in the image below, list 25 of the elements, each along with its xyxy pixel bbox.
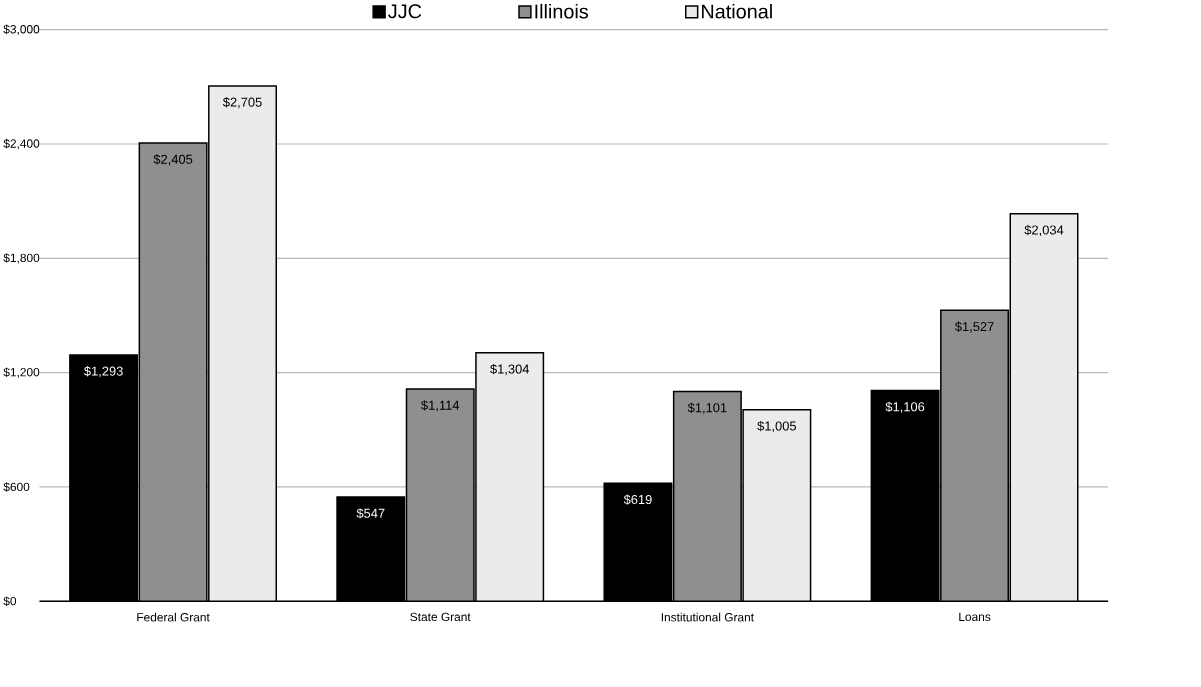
data-label: $1,101 [687,402,727,414]
data-label: $1,005 [757,420,797,433]
x-tick-label: Institutional Grant [661,612,754,622]
data-label: $619 [623,494,652,505]
data-label: $1,293 [84,366,123,378]
legend-label: National [702,3,772,19]
y-tick-label: $3,000 [3,24,40,35]
y-tick-label: $1,800 [3,253,40,264]
data-label: $1,106 [885,401,925,413]
x-tick-label: Federal Grant [137,612,210,622]
y-tick-label: $600 [3,482,30,492]
y-tick-label: $1,200 [3,367,40,378]
data-label: $1,304 [490,363,530,376]
x-tick-label: Loans [959,612,991,621]
y-tick-label: $0 [3,596,17,607]
y-tick-label: $2,400 [3,138,40,150]
data-label: $1,527 [954,321,994,333]
legend-label: JJC [388,4,422,19]
data-label: $2,405 [153,154,193,166]
data-label: $547 [356,508,385,519]
data-label: $1,114 [421,400,460,412]
x-tick-label: State Grant [410,612,471,622]
legend-label: Illinois [535,3,589,19]
data-label: $2,705 [222,97,262,109]
data-label: $2,034 [1024,224,1064,237]
